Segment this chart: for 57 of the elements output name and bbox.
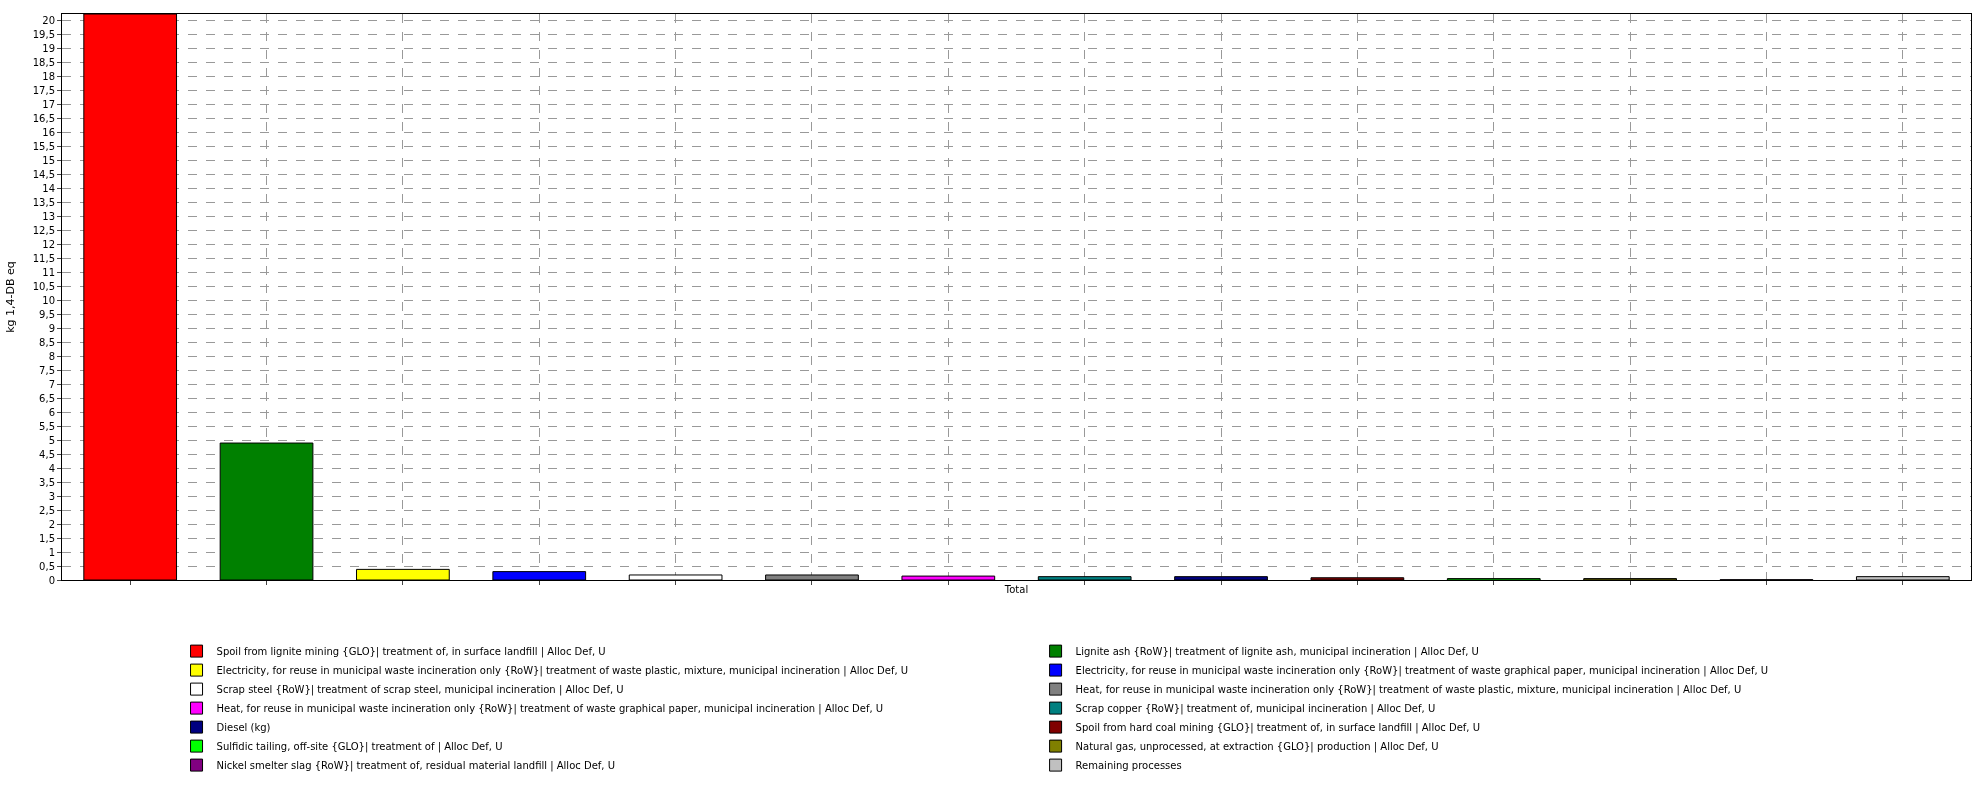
- legend-label: Electricity, for reuse in municipal waste incineration only {RoW}| treatment of waste plastic, mixture, municipal incineration | Alloc Def, U: [216, 665, 909, 677]
- y-tick-label: 15,5: [32, 141, 55, 153]
- y-tick-label: 2: [48, 518, 55, 530]
- y-tick-label: 3,5: [39, 476, 55, 488]
- y-tick-label: 19,5: [32, 29, 55, 41]
- y-tick-label: 10: [42, 294, 55, 306]
- y-tick-label: 1,5: [39, 532, 55, 544]
- legend-label: Heat, for reuse in municipal waste incineration only {RoW}| treatment of waste plastic, mixture, municipal incineration | Alloc Def, U: [1075, 684, 1742, 696]
- legend-label: Lignite ash {RoW}| treatment of lignite ash, municipal incineration | Alloc Def, U: [1075, 646, 1479, 658]
- legend-label: Spoil from lignite mining {GLO}| treatment of, in surface landfill | Alloc Def, U: [216, 646, 606, 658]
- legend-label: Spoil from hard coal mining {GLO}| treatment of, in surface landfill | Alloc Def, U: [1075, 722, 1481, 734]
- y-tick-label: 11: [42, 267, 55, 279]
- y-tick-label: 9: [48, 322, 55, 334]
- y-tick-label: 9,5: [39, 308, 55, 320]
- y-tick-label: 18: [42, 71, 55, 83]
- y-tick-label: 20: [42, 15, 55, 27]
- y-tick-label: 5: [48, 434, 55, 446]
- y-tick-label: 12: [42, 239, 55, 251]
- y-tick-label: 6: [48, 406, 55, 418]
- y-tick-label: 15: [42, 155, 55, 167]
- x-tick-label: Total: [1003, 584, 1029, 595]
- y-tick-label: 6,5: [39, 392, 55, 404]
- legend-label: Scrap steel {RoW}| treatment of scrap steel, municipal incineration | Alloc Def, U: [216, 684, 624, 696]
- y-tick-label: 14,5: [32, 169, 55, 181]
- y-tick-label: 16,5: [32, 113, 55, 125]
- y-tick-label: 7,5: [39, 364, 55, 376]
- y-tick-label: 0: [48, 574, 55, 586]
- y-tick-label: 3: [48, 490, 55, 502]
- y-axis-title: kg 1,4-DB eq: [4, 261, 18, 333]
- y-tick-label: 17,5: [32, 85, 55, 97]
- y-tick-label: 5,5: [39, 420, 55, 432]
- y-tick-label: 17: [42, 99, 55, 111]
- legend-label: Natural gas, unprocessed, at extraction {GLO}| production | Alloc Def, U: [1075, 741, 1439, 753]
- y-tick-label: 4: [48, 462, 55, 474]
- y-tick-label: 1: [48, 546, 55, 558]
- y-tick-label: 11,5: [32, 253, 55, 265]
- y-tick-label: 19: [42, 43, 55, 55]
- legend-label: Remaining processes: [1075, 760, 1182, 771]
- y-tick-label: 0,5: [39, 560, 55, 572]
- legend-label: Diesel (kg): [216, 722, 271, 733]
- y-tick-label: 8,5: [39, 336, 55, 348]
- y-tick-label: 13: [42, 211, 55, 223]
- legend-label: Heat, for reuse in municipal waste incineration only {RoW}| treatment of waste graphical paper, municipal incineration | Alloc Def, U: [216, 703, 884, 715]
- legend-label: Scrap copper {RoW}| treatment of, municipal incineration | Alloc Def, U: [1075, 703, 1436, 715]
- legend-label: Sulfidic tailing, off-site {GLO}| treatment of | Alloc Def, U: [216, 741, 503, 753]
- y-tick-label: 18,5: [32, 57, 55, 69]
- y-tick-label: 2,5: [39, 504, 55, 516]
- y-tick-label: 14: [42, 183, 55, 195]
- y-tick-label: 12,5: [32, 225, 55, 237]
- legend-label: Nickel smelter slag {RoW}| treatment of, residual material landfill | Alloc Def, U: [216, 760, 615, 772]
- y-tick-label: 4,5: [39, 448, 55, 460]
- y-tick-label: 8: [48, 350, 55, 362]
- y-tick-label: 7: [48, 378, 55, 390]
- y-tick-label: 10,5: [32, 281, 55, 293]
- legend-label: Electricity, for reuse in municipal waste incineration only {RoW}| treatment of waste graphical paper, municipal incineration | Alloc Def, U: [1075, 665, 1769, 677]
- y-tick-label: 13,5: [32, 197, 55, 209]
- y-tick-label: 16: [42, 127, 55, 139]
